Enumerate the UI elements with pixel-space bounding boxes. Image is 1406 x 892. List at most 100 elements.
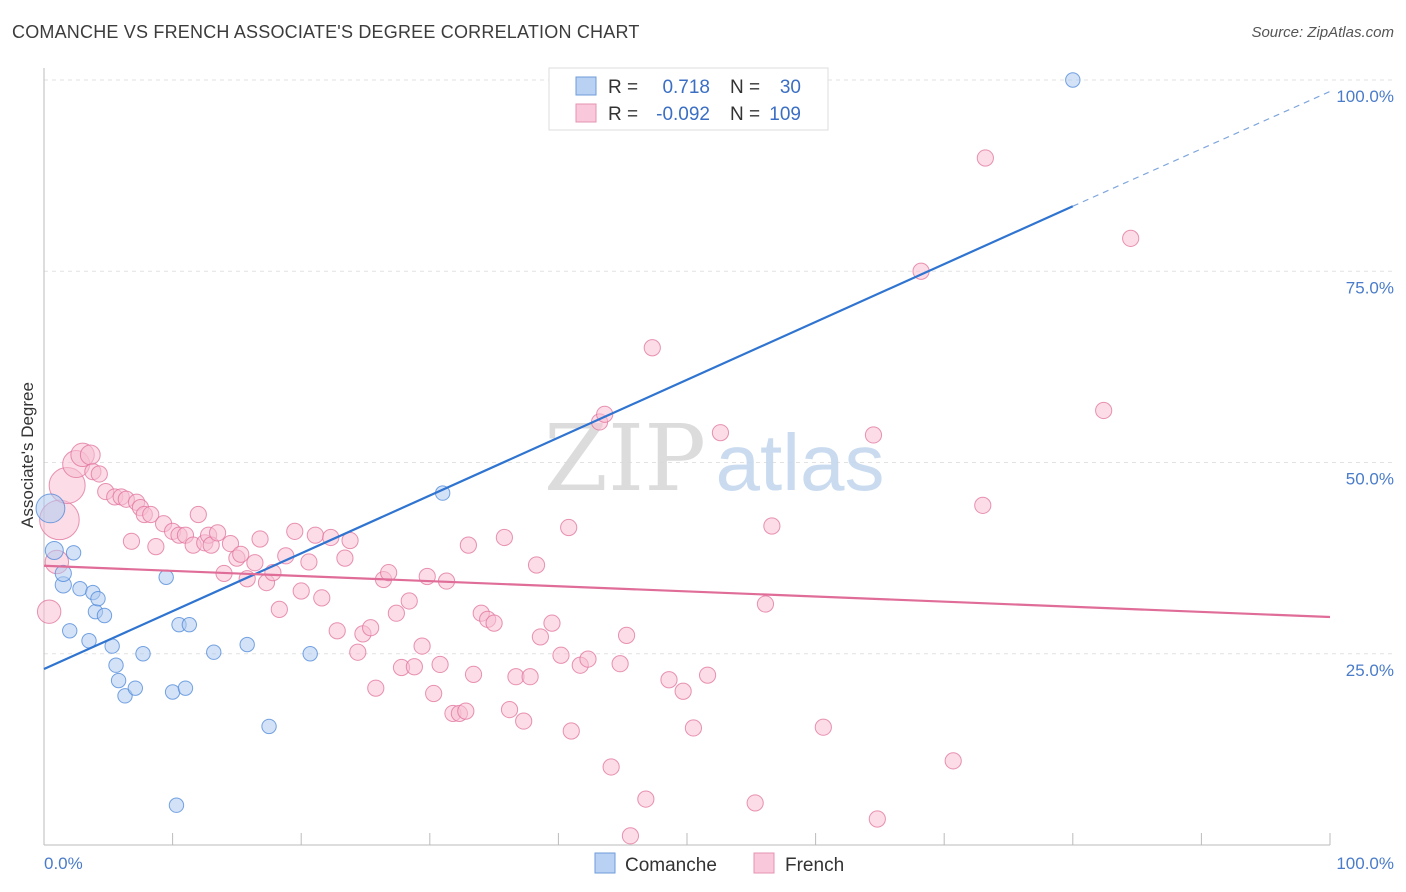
french-point-75: [515, 712, 533, 730]
comanche-point-24: [206, 644, 222, 660]
french-point-81: [560, 518, 578, 537]
comanche-point-19: [164, 684, 181, 700]
comanche-point-15: [117, 688, 133, 704]
y-tick-label-50: 50.0%: [1346, 470, 1394, 489]
french-point-8: [90, 465, 108, 483]
y-tick-labels: 25.0% 50.0% 75.0% 100.0%: [1336, 87, 1394, 680]
french-point-101: [814, 718, 832, 736]
french-point-78: [531, 628, 549, 646]
comanche-points: [35, 72, 1081, 813]
legend-r-value-french: -0.092: [656, 104, 710, 125]
comanche-point-0: [35, 493, 66, 524]
french-point-62: [431, 655, 449, 674]
french-point-59: [413, 637, 431, 655]
french-point-72: [495, 528, 513, 547]
legend-n-label-comanche: N =: [730, 77, 760, 98]
comanche-point-18: [158, 569, 174, 585]
french-point-30: [221, 534, 240, 553]
comanche-point-4: [65, 545, 82, 561]
french-point-58: [405, 658, 423, 676]
comanche-point-23: [181, 616, 198, 633]
y-axis-label: Associate's Degree: [18, 382, 37, 528]
french-point-109: [1122, 229, 1140, 247]
french-point-87: [611, 655, 629, 673]
french-point-18: [147, 538, 165, 556]
french-point-43: [306, 526, 324, 544]
comanche-point-26: [261, 718, 277, 735]
french-point-41: [292, 582, 310, 600]
french-point-105: [944, 752, 962, 770]
french-point-0: [36, 599, 62, 624]
comanche-point-6: [72, 581, 88, 597]
x-tick-label-max: 100.0%: [1336, 854, 1394, 873]
correlation-legend: R = 0.718 N = 30 R = -0.092 N = 109: [548, 67, 829, 131]
french-point-90: [621, 827, 640, 845]
french-point-49: [349, 643, 367, 661]
comanche-point-17: [135, 646, 151, 662]
comanche-point-13: [108, 657, 124, 673]
french-point-32: [232, 545, 250, 563]
trend-lines: [43, 90, 1331, 671]
french-point-6: [79, 444, 101, 466]
french-point-17: [142, 505, 160, 524]
series-legend: Comanche French: [594, 852, 844, 876]
french-point-98: [746, 794, 764, 812]
french-point-107: [976, 149, 994, 167]
french-point-38: [270, 600, 288, 618]
legend-r-value-comanche: 0.718: [662, 77, 710, 98]
legend-r-label-french: R =: [608, 104, 638, 125]
french-point-102: [864, 426, 883, 444]
french-point-67: [459, 536, 477, 554]
french-point-100: [763, 517, 781, 535]
french-point-82: [562, 722, 580, 740]
bottom-legend-swatch-comanche: [594, 852, 616, 874]
french-point-71: [485, 614, 503, 632]
french-trend-line: [43, 564, 1331, 619]
french-point-42: [300, 553, 318, 571]
french-point-76: [521, 668, 539, 686]
comanche-point-22: [177, 680, 194, 696]
french-point-66: [457, 702, 475, 720]
french-point-96: [698, 666, 717, 684]
french-point-28: [209, 524, 227, 542]
chart-title: COMANCHE VS FRENCH ASSOCIATE'S DEGREE CO…: [12, 22, 640, 42]
watermark: ZIP atlas: [544, 405, 885, 512]
french-point-51: [362, 619, 380, 637]
french-point-46: [328, 622, 346, 640]
french-point-44: [313, 589, 331, 607]
french-point-35: [251, 530, 269, 548]
french-point-94: [674, 682, 692, 700]
french-point-106: [974, 496, 992, 514]
comanche-point-11: [96, 607, 113, 624]
y-tick-label-75: 75.0%: [1346, 278, 1394, 297]
french-point-92: [643, 339, 661, 357]
legend-r-label-comanche: R =: [608, 77, 638, 98]
comanche-point-27: [302, 646, 318, 662]
french-point-79: [543, 614, 561, 632]
legend-n-value-comanche: 30: [780, 77, 801, 98]
comanche-point-29: [1065, 72, 1081, 88]
french-point-108: [1095, 401, 1113, 420]
comanche-point-10: [90, 590, 106, 607]
french-point-97: [711, 424, 730, 442]
x-tick-label-min: 0.0%: [44, 854, 83, 873]
comanche-point-5: [62, 623, 78, 639]
french-point-52: [367, 679, 385, 697]
french-point-54: [380, 564, 398, 582]
french-point-103: [868, 810, 886, 828]
french-point-95: [684, 719, 703, 737]
source-label: Source: ZipAtlas.com: [1251, 24, 1394, 41]
comanche-point-20: [168, 797, 185, 813]
french-point-80: [552, 646, 570, 664]
comanche-point-3: [54, 564, 72, 583]
french-point-68: [464, 665, 483, 684]
french-point-99: [756, 595, 775, 613]
comanche-point-14: [110, 672, 127, 689]
legend-swatch-comanche: [575, 76, 597, 96]
french-point-61: [425, 684, 443, 703]
y-tick-label-25: 25.0%: [1346, 661, 1394, 680]
french-point-57: [400, 592, 418, 610]
bottom-legend-swatch-french: [753, 852, 775, 874]
french-point-40: [286, 522, 304, 540]
